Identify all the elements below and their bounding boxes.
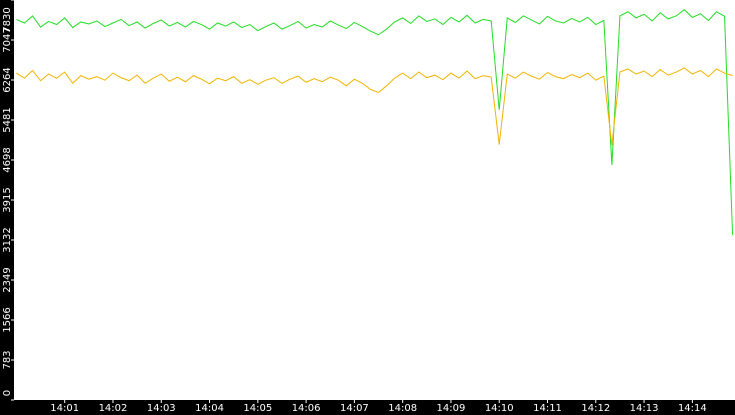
x-tick-label: 14:07 (340, 403, 369, 414)
x-tick-label: 14:03 (147, 403, 176, 414)
y-tick-label: 7830 (2, 7, 13, 32)
x-tick-label: 14:02 (99, 403, 128, 414)
y-tick-label: 7047 (2, 27, 13, 52)
x-axis-bar (0, 400, 735, 415)
y-tick-label: 4698 (2, 147, 13, 172)
x-tick-label: 14:14 (678, 403, 707, 414)
y-axis-bar (0, 0, 14, 415)
x-tick-label: 14:09 (437, 403, 466, 414)
y-tick-label: 783 (2, 350, 13, 369)
x-tick-label: 14:06 (292, 403, 321, 414)
y-tick-label: 1566 (2, 307, 13, 332)
y-tick-label: 6264 (2, 67, 13, 92)
y-tick-label: 3132 (2, 227, 13, 252)
x-tick-label: 14:04 (195, 403, 224, 414)
x-tick-label: 14:10 (485, 403, 514, 414)
x-tick-label: 14:13 (630, 403, 659, 414)
x-tick-label: 14:01 (50, 403, 79, 414)
series-line (16, 9, 734, 236)
x-tick-label: 14:11 (533, 403, 562, 414)
x-tick-label: 14:12 (581, 403, 610, 414)
y-tick-label: 2349 (2, 267, 13, 292)
y-tick-label: 3915 (2, 187, 13, 212)
y-tick-label: 5481 (2, 107, 13, 132)
y-tick-label: 0 (2, 390, 13, 396)
series-line (16, 67, 733, 146)
x-tick-label: 14:08 (388, 403, 417, 414)
x-tick-label: 14:05 (243, 403, 272, 414)
